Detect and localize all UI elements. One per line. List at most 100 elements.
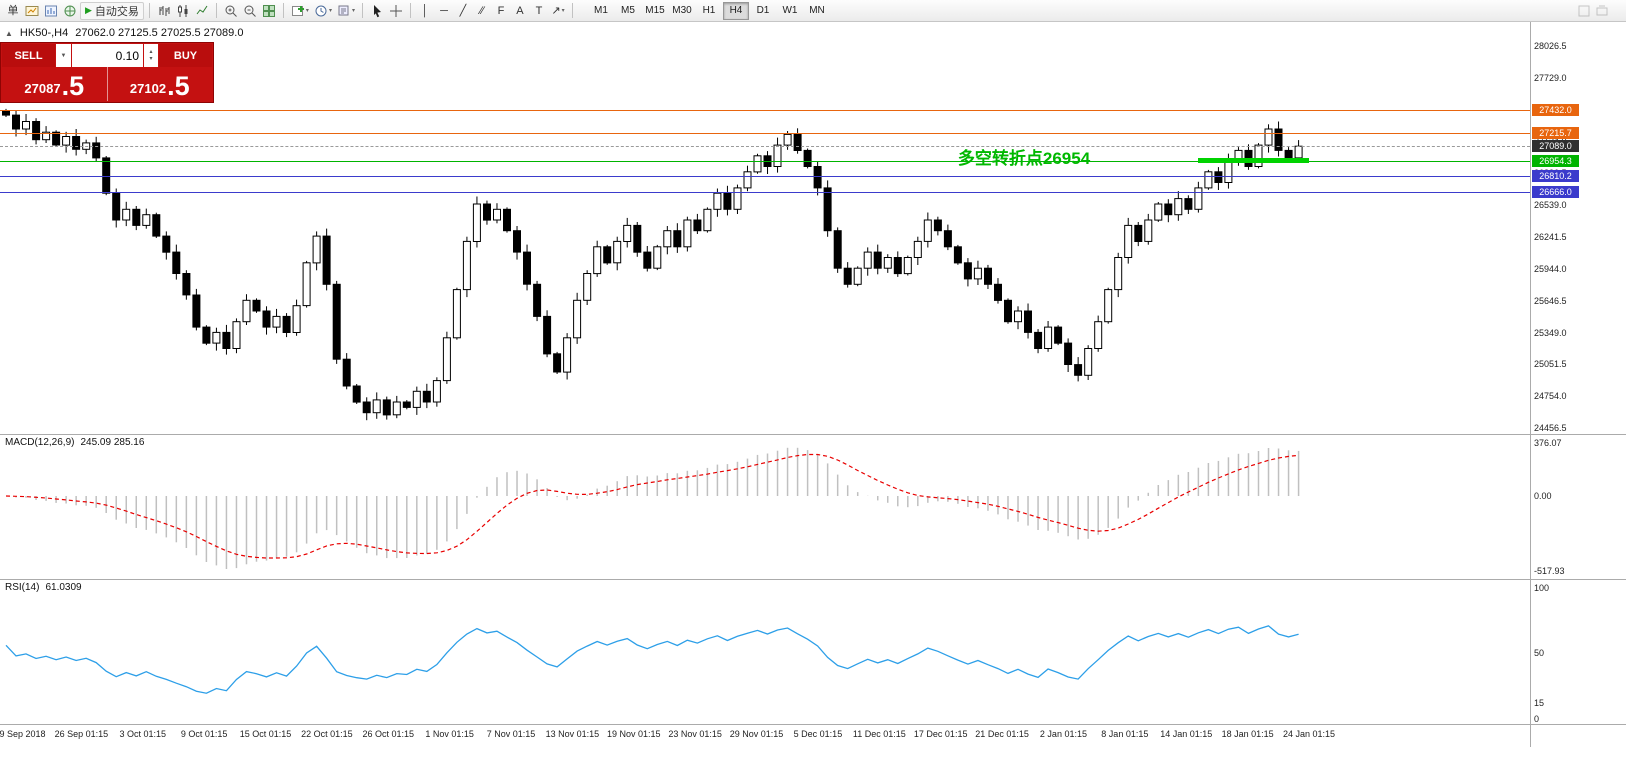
toolbar-separator [571,3,573,18]
macd-axis-label: 0.00 [1534,491,1552,501]
price-axis-label: 25349.0 [1534,327,1567,338]
ask-price-big-digit: .5 [167,71,190,101]
toolbar-separator [409,3,411,18]
line-chart-icon[interactable] [193,2,211,20]
trendline-icon[interactable]: ╱ [459,4,467,17]
timeframe-button-mn[interactable]: MN [809,5,825,16]
date-axis-label: 29 Nov 01:15 [729,729,784,739]
main-toolbar: 单 ▶ 自动交易 [0,0,1626,22]
macd-values: 245.09 285.16 [80,437,145,448]
zoom-out-icon[interactable] [241,2,259,20]
trade-panel-collapse-icon[interactable]: ▲ [5,28,13,38]
bid-price[interactable]: 27087 .5 [2,67,107,101]
bid-price-big-digit: .5 [61,71,85,101]
trade-panel-controls: SELL ▼ 0.10 ▴ ▾ BUY [2,44,212,67]
chart-info-bar: ▲ HK50-,H4 27062.0 27125.5 27025.5 27089… [5,27,243,39]
ask-price[interactable]: 27102 .5 [106,67,213,101]
one-click-trading-panel: SELL ▼ 0.10 ▴ ▾ BUY 27087 .5 27102 .5 [1,43,213,102]
volume-stepper[interactable]: ▴ ▾ [144,44,158,67]
timeframe-button-m5[interactable]: M5 [621,5,635,16]
sell-button[interactable]: SELL [2,44,55,67]
arrows-icon[interactable]: ↗ ▾ [551,4,565,17]
timeframe-button-h4[interactable]: H4 [722,1,749,20]
price-axis-separator[interactable] [1530,22,1531,747]
rsi-header: RSI(14) 61.0309 [5,582,82,593]
level-line-27432.0[interactable] [0,109,1530,111]
symbol-period-label: HK50-,H4 [19,27,69,39]
new-chart-icon[interactable]: ▾ [289,2,311,20]
new-order-label: 单 [7,4,19,17]
toolbar-extra-icon[interactable] [1578,5,1590,17]
template-icon[interactable]: ▾ [335,2,357,20]
toolbar-separator [215,3,217,18]
chart-window-icon[interactable] [23,2,41,20]
date-axis-label: 19 Nov 01:15 [607,729,661,739]
level-line-26954.3[interactable] [0,160,1530,162]
price-chart-canvas[interactable] [0,22,1530,434]
new-order-button[interactable]: 单 [4,2,22,20]
timeframe-button-h1[interactable]: H1 [702,5,716,16]
pivot-annotation[interactable]: 多空转折点26954 [957,148,1091,168]
vertical-line-icon[interactable]: │ [421,4,429,17]
ohlc-values: 27062.0 27125.5 27025.5 27089.0 [75,27,244,39]
zoom-in-icon[interactable] [222,2,240,20]
timeframe-button-w1[interactable]: W1 [782,5,798,16]
fibonacci-icon[interactable]: F [497,4,505,17]
label-icon[interactable]: T [535,4,543,17]
cursor-icon[interactable] [368,2,386,20]
chevron-down-icon: ▾ [328,8,332,14]
autotrading-button[interactable]: ▶ 自动交易 [80,1,144,20]
candlestick-chart-icon[interactable] [174,2,192,20]
date-axis-label: 24 Jan 01:15 [1282,729,1335,739]
pivot-highlight-segment[interactable] [1198,158,1309,164]
level-line-26666.0[interactable] [0,191,1530,193]
timeframe-button-m1[interactable]: M1 [594,5,608,16]
chevron-down-icon: ▾ [561,8,565,14]
volume-input[interactable]: 0.10 [72,44,143,67]
date-axis-label: 14 Jan 01:15 [1160,729,1213,739]
date-axis-label: 2 Jan 01:15 [1039,729,1087,739]
level-line-27089.0[interactable] [0,146,1530,148]
horizontal-line-icon[interactable]: ─ [440,4,448,17]
macd-header: MACD(12,26,9) 245.09 285.16 [5,437,144,448]
market-watch-icon[interactable] [42,2,60,20]
text-icon[interactable]: A [516,4,524,17]
date-axis-divider [0,724,1626,725]
channel-icon[interactable]: ∕∕ [480,4,484,17]
crosshair-icon[interactable] [387,2,405,20]
volume-dropdown[interactable]: ▼ [56,44,71,67]
price-tag-27215.7: 27215.7 [1532,126,1579,139]
timeframe-button-d1[interactable]: D1 [756,5,770,16]
price-tag-26810.2: 26810.2 [1532,170,1579,183]
level-line-27215.7[interactable] [0,132,1530,134]
macd-canvas[interactable] [0,436,1530,577]
bar-chart-icon[interactable] [155,2,173,20]
date-axis-label: 19 Sep 2018 [0,729,46,739]
rsi-panel-divider[interactable] [0,579,1626,580]
rsi-axis-label: 100 [1534,583,1550,593]
autotrading-play-icon: ▶ [85,5,92,15]
date-axis-label: 17 Dec 01:15 [913,729,968,739]
price-axis-label: 26539.0 [1534,200,1567,211]
period-icon[interactable]: ▾ [312,2,334,20]
level-line-26810.2[interactable] [0,176,1530,178]
date-axis-label: 3 Oct 01:15 [119,729,167,739]
timeframe-button-m30[interactable]: M30 [672,5,692,16]
timeframe-button-m15[interactable]: M15 [645,5,665,16]
price-axis-label: 24456.5 [1534,423,1567,434]
chevron-down-icon: ▾ [351,8,355,14]
date-axis-label: 26 Sep 01:15 [54,729,109,739]
buy-button[interactable]: BUY [159,44,212,67]
macd-panel-divider[interactable] [0,434,1626,435]
date-axis-label: 8 Jan 01:15 [1101,729,1149,739]
navigator-icon[interactable] [61,2,79,20]
date-axis-label: 22 Oct 01:15 [301,729,353,739]
tile-windows-icon[interactable] [260,2,278,20]
trade-panel-prices: 27087 .5 27102 .5 [2,67,212,101]
rsi-canvas[interactable] [0,581,1530,724]
date-axis-label: 9 Oct 01:15 [180,729,228,739]
price-axis-label: 25944.0 [1534,263,1567,274]
date-axis-label: 18 Jan 01:15 [1221,729,1274,739]
toolbar-extra-icon[interactable] [1596,5,1608,17]
date-axis-label: 5 Dec 01:15 [793,729,843,739]
